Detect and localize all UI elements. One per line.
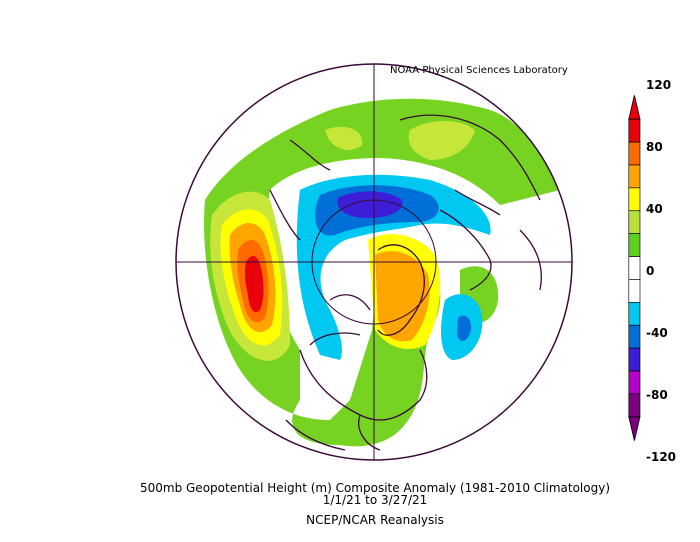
credit-label: NOAA Physical Sciences Laboratory — [390, 65, 568, 76]
globe-outline — [175, 63, 573, 461]
coastlines — [269, 114, 542, 451]
colorbar-label: -80 — [646, 388, 668, 402]
colorbar-segment — [628, 256, 641, 280]
positive-anomaly-region — [244, 256, 264, 313]
anomaly-field — [204, 98, 560, 451]
colorbar-label: 0 — [646, 264, 655, 278]
colorbar-segment — [628, 393, 641, 418]
date-range: 1/1/21 to 3/27/21 — [322, 493, 428, 507]
positive-anomaly-region — [375, 251, 430, 342]
colorbar-segment — [628, 141, 641, 166]
map-title: 500mb Geopotential Height (m) Composite … — [139, 481, 610, 495]
positive-anomaly-region — [408, 121, 475, 160]
dataset-name: NCEP/NCAR Reanalysis — [306, 513, 444, 527]
colorbar-segment — [628, 187, 641, 212]
colorbar-segment — [628, 279, 641, 303]
colorbar-label: -120 — [646, 450, 677, 464]
colorbar-top-arrow — [628, 95, 641, 120]
colorbar — [628, 95, 641, 441]
colorbar-segment — [628, 164, 641, 189]
colorbar-segment — [628, 233, 641, 257]
negative-anomaly-region — [457, 315, 472, 342]
positive-anomaly-region — [325, 126, 363, 150]
colorbar-segment — [628, 324, 641, 349]
colorbar-label: 80 — [646, 140, 663, 154]
colorbar-segment — [628, 370, 641, 395]
negative-anomaly-region — [337, 191, 403, 218]
colorbar-label: 40 — [646, 202, 663, 216]
colorbar-bottom-arrow — [628, 416, 641, 441]
colorbar-segment — [628, 118, 641, 143]
colorbar-label: -40 — [646, 326, 668, 340]
colorbar-segment — [628, 210, 641, 234]
colorbar-label: 120 — [646, 78, 672, 92]
colorbar-segment — [628, 302, 641, 326]
colorbar-segment — [628, 347, 641, 372]
